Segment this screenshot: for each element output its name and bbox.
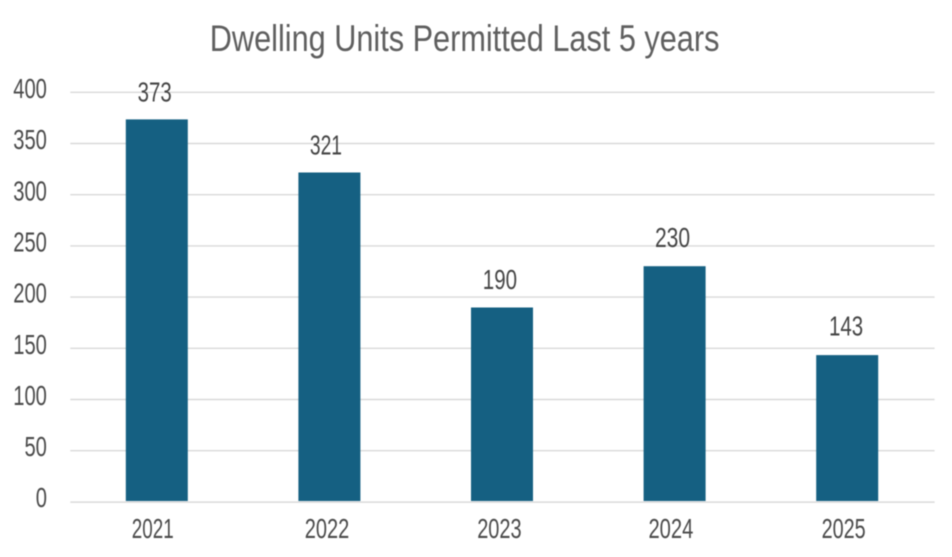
svg-text:400: 400 (13, 74, 47, 105)
svg-text:250: 250 (13, 227, 47, 258)
svg-text:300: 300 (13, 176, 47, 207)
svg-text:50: 50 (24, 432, 46, 463)
svg-text:0: 0 (36, 483, 47, 514)
svg-text:350: 350 (13, 125, 47, 156)
svg-text:Dwelling Units Permitted Last: Dwelling Units Permitted Last 5 years (210, 18, 720, 60)
svg-text:200: 200 (13, 279, 47, 310)
svg-text:2022: 2022 (305, 514, 350, 545)
svg-text:100: 100 (13, 381, 47, 412)
svg-text:230: 230 (655, 223, 690, 253)
svg-text:2024: 2024 (648, 514, 693, 545)
svg-text:2021: 2021 (132, 514, 174, 546)
svg-text:150: 150 (13, 330, 47, 361)
svg-text:2025: 2025 (822, 514, 866, 545)
svg-text:143: 143 (829, 311, 863, 342)
svg-text:321: 321 (310, 130, 342, 161)
svg-text:190: 190 (483, 265, 517, 296)
svg-text:2023: 2023 (477, 514, 521, 545)
svg-text:373: 373 (138, 78, 172, 109)
